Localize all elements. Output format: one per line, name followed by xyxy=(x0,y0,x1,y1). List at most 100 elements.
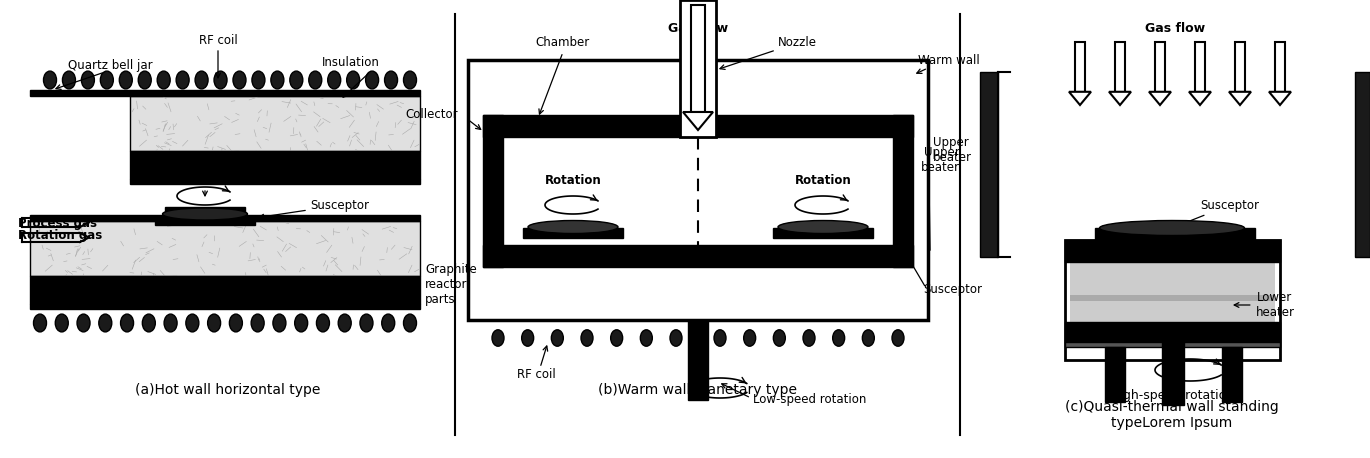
Ellipse shape xyxy=(551,330,563,346)
Text: (b)Warm wall planetary type: (b)Warm wall planetary type xyxy=(599,383,797,397)
Bar xyxy=(1355,72,1370,257)
Bar xyxy=(469,60,927,320)
Bar xyxy=(1222,347,1243,402)
Ellipse shape xyxy=(1100,220,1244,235)
Ellipse shape xyxy=(100,71,114,89)
Bar xyxy=(164,207,245,217)
Ellipse shape xyxy=(273,314,286,332)
Text: Low-speed rotation: Low-speed rotation xyxy=(754,393,866,407)
Text: Insulation: Insulation xyxy=(322,55,379,69)
Text: Susceptor: Susceptor xyxy=(310,198,369,212)
Ellipse shape xyxy=(214,71,227,89)
Ellipse shape xyxy=(316,314,329,332)
Ellipse shape xyxy=(862,330,874,346)
Bar xyxy=(1155,42,1164,92)
Bar xyxy=(773,228,873,238)
Ellipse shape xyxy=(670,330,682,346)
Ellipse shape xyxy=(121,314,133,332)
Bar xyxy=(1115,42,1125,92)
Bar xyxy=(1234,42,1245,92)
Bar xyxy=(484,115,503,267)
Ellipse shape xyxy=(252,71,264,89)
Bar xyxy=(130,151,421,179)
Polygon shape xyxy=(1108,92,1132,105)
Polygon shape xyxy=(1229,92,1251,105)
Ellipse shape xyxy=(158,71,170,89)
Text: Upper
beater: Upper beater xyxy=(921,146,960,174)
Bar xyxy=(1106,347,1125,402)
Bar xyxy=(523,228,623,238)
Ellipse shape xyxy=(360,314,373,332)
Ellipse shape xyxy=(138,71,151,89)
Text: Rotation gas: Rotation gas xyxy=(18,229,103,242)
Text: Quartz bell jar: Quartz bell jar xyxy=(68,59,152,71)
Text: Susceptor: Susceptor xyxy=(923,284,982,296)
Ellipse shape xyxy=(527,220,618,234)
Text: Warm wall: Warm wall xyxy=(918,54,980,66)
Ellipse shape xyxy=(744,330,756,346)
Text: High-speed rotation: High-speed rotation xyxy=(1110,388,1234,402)
Bar xyxy=(1095,228,1255,242)
Text: RF coil: RF coil xyxy=(199,33,237,47)
Ellipse shape xyxy=(347,71,360,89)
Text: Collector: Collector xyxy=(406,109,458,121)
Ellipse shape xyxy=(142,314,155,332)
Ellipse shape xyxy=(55,314,68,332)
Bar xyxy=(130,179,421,184)
Bar xyxy=(1162,340,1184,405)
Ellipse shape xyxy=(492,330,504,346)
Ellipse shape xyxy=(308,71,322,89)
Ellipse shape xyxy=(327,71,341,89)
Bar xyxy=(1070,262,1275,322)
Text: RF coil: RF coil xyxy=(516,369,555,382)
Ellipse shape xyxy=(522,330,534,346)
Bar xyxy=(680,0,717,137)
Ellipse shape xyxy=(208,314,221,332)
Ellipse shape xyxy=(271,71,284,89)
Bar xyxy=(1275,42,1285,92)
Bar xyxy=(484,245,912,267)
Text: (c)Quasi-thermal wall standing
typeLorem Ipsum: (c)Quasi-thermal wall standing typeLorem… xyxy=(1064,400,1278,430)
Ellipse shape xyxy=(714,330,726,346)
Bar xyxy=(1064,342,1280,347)
Text: (a)Hot wall horizontal type: (a)Hot wall horizontal type xyxy=(136,383,321,397)
Ellipse shape xyxy=(195,71,208,89)
Ellipse shape xyxy=(640,330,652,346)
Ellipse shape xyxy=(251,314,264,332)
Ellipse shape xyxy=(833,330,845,346)
Ellipse shape xyxy=(233,71,247,89)
Ellipse shape xyxy=(229,314,242,332)
Polygon shape xyxy=(1269,92,1291,105)
Text: Rotation: Rotation xyxy=(795,174,851,186)
Text: Lower
heater: Lower heater xyxy=(1234,291,1295,319)
Bar xyxy=(893,115,912,267)
Ellipse shape xyxy=(382,314,395,332)
Ellipse shape xyxy=(385,71,397,89)
Bar xyxy=(1064,322,1280,342)
Ellipse shape xyxy=(803,330,815,346)
Text: Chamber: Chamber xyxy=(536,36,590,49)
Bar xyxy=(30,221,421,276)
Polygon shape xyxy=(1069,92,1091,105)
Text: Gas flow: Gas flow xyxy=(669,22,727,34)
Ellipse shape xyxy=(177,71,189,89)
Text: Rotation: Rotation xyxy=(545,174,601,186)
Ellipse shape xyxy=(77,314,90,332)
Polygon shape xyxy=(1149,92,1171,105)
Bar xyxy=(30,276,421,304)
Text: Graphite
reactor
parts: Graphite reactor parts xyxy=(425,263,477,306)
Bar xyxy=(692,5,704,112)
Bar xyxy=(1064,240,1280,360)
Ellipse shape xyxy=(773,330,785,346)
Bar xyxy=(980,72,997,257)
Ellipse shape xyxy=(33,314,47,332)
Ellipse shape xyxy=(295,314,308,332)
Bar xyxy=(30,90,421,96)
Ellipse shape xyxy=(611,330,623,346)
Ellipse shape xyxy=(164,314,177,332)
Text: Rotation: Rotation xyxy=(162,174,218,186)
Ellipse shape xyxy=(404,71,416,89)
Ellipse shape xyxy=(99,314,112,332)
Ellipse shape xyxy=(119,71,133,89)
Ellipse shape xyxy=(366,71,378,89)
